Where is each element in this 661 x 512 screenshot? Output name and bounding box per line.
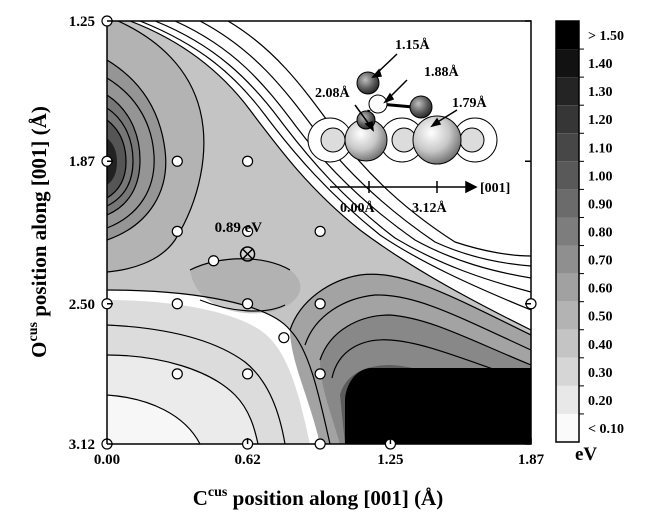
contour-lines [107, 21, 531, 444]
colorbar-swatch [556, 245, 579, 274]
bond-label-4: 1.79Å [452, 95, 488, 111]
colorbar-label: 0.40 [588, 338, 613, 353]
colorbar-swatch [556, 133, 579, 162]
saddle-point-marker [239, 246, 256, 262]
colorbar-swatch [556, 105, 579, 134]
y-axis-title: Ocus position along [001] (Å) [26, 106, 51, 358]
inset-axis-label: [001] [480, 181, 510, 196]
bond-label-1: 1.15Å [395, 37, 431, 53]
x-tick-label: 0.00 [94, 452, 120, 468]
sample-point [171, 298, 183, 310]
colorbar-label: 1.40 [588, 57, 613, 72]
colorbar-swatch [556, 21, 579, 50]
colorbar-swatch [556, 273, 579, 302]
colorbar-swatch [556, 329, 579, 358]
x-tick-label: 1.87 [518, 452, 545, 468]
colorbar-swatch [556, 49, 579, 78]
sample-point [314, 438, 326, 450]
band-0.90-saddle [190, 258, 301, 314]
colorbar-swatch [556, 301, 579, 330]
sample-point [241, 155, 254, 167]
sample-point [171, 155, 183, 167]
colorbar-label: 0.50 [588, 310, 613, 325]
colorbar-swatch [556, 77, 579, 106]
colorbar-label: 0.80 [588, 226, 613, 241]
colorbar-label: 1.00 [588, 169, 613, 184]
colorbar-swatch [556, 217, 579, 246]
colorbar-label: 1.30 [588, 85, 613, 100]
sample-point [171, 225, 183, 237]
sample-point [278, 332, 290, 344]
colorbar-swatch [556, 189, 579, 218]
colorbar-label: 1.20 [588, 113, 613, 128]
x-axis-title: Ccus position along [001] (Å) [193, 485, 443, 510]
sample-point [314, 298, 326, 310]
colorbar-label: > 1.50 [588, 29, 624, 44]
colorbar-swatch [556, 357, 579, 386]
sample-point [171, 368, 183, 380]
inset-tick-0: 0.00Å [340, 200, 376, 216]
sample-point [314, 225, 326, 237]
sample-point [241, 368, 254, 380]
colorbar-swatch [556, 413, 579, 442]
inset-structure-diagram: 1.15Å 1.88Å 2.08Å 1.79Å [001] 0.00Å 3.12… [307, 37, 510, 216]
y-tick-label: 1.87 [69, 154, 96, 170]
colorbar-label: 0.70 [588, 254, 613, 269]
x-tick-label: 1.25 [377, 452, 403, 468]
bond-label-3: 2.08Å [315, 85, 351, 101]
colorbar-swatch [556, 161, 579, 190]
x-tick-labels: 0.00 0.62 1.25 1.87 [94, 438, 545, 468]
substrate-atoms [307, 115, 498, 165]
y-tick-label: 1.25 [69, 14, 95, 30]
colorbar-label: 0.90 [588, 197, 613, 212]
bond-label-2: 1.88Å [424, 64, 460, 80]
band-lt-0.10 [107, 395, 200, 444]
sample-point [241, 225, 254, 237]
sample-point [314, 368, 326, 380]
colorbar-label: 0.30 [588, 366, 613, 381]
colorbar-frame [555, 20, 580, 443]
colorbar-swatch [556, 385, 579, 414]
colorbar-label: 0.20 [588, 394, 613, 409]
sample-point [207, 255, 220, 267]
inset-axis [330, 180, 478, 194]
colorbar-label: 0.60 [588, 282, 613, 297]
bond-pointers [354, 53, 458, 132]
y-tick-label: 3.12 [69, 437, 95, 453]
inset-tick-1: 3.12Å [412, 200, 448, 216]
contour-plot-area [107, 21, 531, 444]
colorbar-unit: eV [575, 444, 597, 465]
colorbar-label: 1.10 [588, 141, 613, 156]
sample-point [241, 298, 254, 310]
colorbar-label: < 0.10 [588, 422, 624, 437]
y-tick-label: 2.50 [69, 297, 95, 313]
colorbar: > 1.50 1.40 1.30 1.20 1.10 1.00 0.90 0.80 0.70 0.… [555, 20, 624, 443]
y-tick-labels: 1.25 1.87 2.50 3.12 [69, 14, 531, 453]
saddle-energy-label: 0.89 eV [215, 220, 263, 236]
x-tick-label: 0.62 [234, 452, 260, 468]
